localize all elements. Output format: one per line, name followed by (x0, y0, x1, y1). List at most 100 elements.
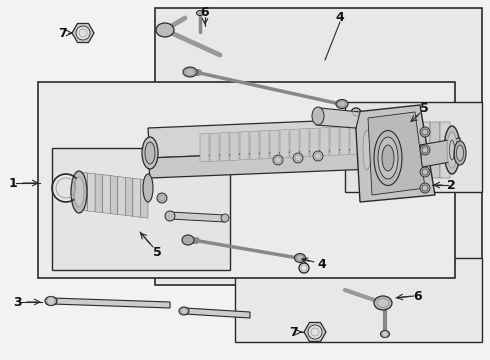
Polygon shape (304, 323, 326, 342)
Polygon shape (118, 176, 125, 215)
Polygon shape (320, 127, 329, 156)
Bar (52, 148, 230, 270)
Polygon shape (250, 131, 259, 159)
Ellipse shape (381, 330, 390, 338)
Polygon shape (409, 122, 419, 178)
Bar (235, 258, 482, 342)
Ellipse shape (182, 235, 194, 245)
Circle shape (157, 193, 167, 203)
Circle shape (273, 155, 283, 165)
Text: 7: 7 (289, 325, 297, 338)
Polygon shape (95, 174, 103, 213)
Polygon shape (330, 127, 339, 156)
Polygon shape (340, 126, 349, 155)
Polygon shape (399, 122, 409, 178)
Ellipse shape (145, 142, 155, 164)
Ellipse shape (457, 145, 464, 161)
Polygon shape (430, 122, 440, 178)
Polygon shape (200, 134, 209, 162)
Ellipse shape (447, 132, 457, 168)
Polygon shape (103, 175, 110, 214)
Polygon shape (290, 129, 299, 158)
Polygon shape (210, 133, 219, 162)
Text: 4: 4 (318, 258, 326, 271)
Ellipse shape (378, 137, 398, 179)
Circle shape (315, 153, 321, 159)
Polygon shape (141, 179, 148, 218)
Polygon shape (240, 131, 249, 160)
Ellipse shape (363, 130, 371, 170)
Text: 5: 5 (152, 246, 161, 258)
Circle shape (422, 169, 428, 175)
Ellipse shape (183, 67, 197, 77)
Polygon shape (368, 122, 378, 178)
Polygon shape (230, 132, 239, 161)
Polygon shape (88, 173, 95, 212)
Polygon shape (389, 122, 399, 178)
Ellipse shape (454, 141, 466, 165)
Polygon shape (378, 122, 389, 178)
Polygon shape (440, 122, 450, 178)
Polygon shape (52, 298, 170, 308)
Polygon shape (148, 118, 395, 158)
Circle shape (308, 325, 322, 339)
Polygon shape (420, 138, 462, 167)
Ellipse shape (336, 99, 348, 108)
Circle shape (420, 183, 430, 193)
Ellipse shape (143, 174, 153, 202)
Polygon shape (80, 172, 88, 211)
Ellipse shape (45, 297, 57, 306)
Ellipse shape (382, 145, 394, 171)
Circle shape (420, 127, 430, 137)
Polygon shape (72, 23, 94, 42)
Ellipse shape (186, 68, 195, 76)
Bar (345, 102, 482, 192)
Circle shape (382, 331, 388, 337)
Ellipse shape (294, 253, 305, 262)
Ellipse shape (221, 214, 229, 222)
Ellipse shape (374, 131, 402, 185)
Text: 3: 3 (13, 296, 21, 309)
Text: 6: 6 (414, 289, 422, 302)
Ellipse shape (444, 126, 460, 174)
Circle shape (293, 153, 303, 163)
Circle shape (76, 26, 90, 40)
Text: 2: 2 (446, 179, 455, 192)
Circle shape (275, 157, 281, 163)
Circle shape (420, 167, 430, 177)
Ellipse shape (165, 211, 175, 221)
Polygon shape (270, 130, 279, 158)
Polygon shape (368, 112, 425, 195)
Polygon shape (220, 132, 229, 161)
Ellipse shape (338, 101, 346, 107)
Polygon shape (310, 128, 319, 157)
Polygon shape (316, 108, 360, 128)
Polygon shape (110, 176, 118, 215)
Circle shape (422, 129, 428, 135)
Circle shape (420, 145, 430, 155)
Polygon shape (360, 126, 369, 154)
Polygon shape (419, 122, 430, 178)
Ellipse shape (360, 122, 374, 178)
Bar (155, 8, 482, 285)
Ellipse shape (377, 298, 389, 307)
Text: 6: 6 (201, 5, 209, 18)
Polygon shape (260, 131, 269, 159)
Ellipse shape (142, 137, 158, 169)
Ellipse shape (74, 177, 84, 207)
Polygon shape (300, 129, 309, 157)
Text: 1: 1 (9, 176, 17, 189)
Ellipse shape (179, 307, 189, 315)
Ellipse shape (156, 23, 174, 37)
Polygon shape (170, 212, 225, 222)
Circle shape (181, 308, 187, 314)
Polygon shape (133, 178, 141, 217)
Bar (38, 82, 455, 278)
Circle shape (47, 297, 55, 305)
Circle shape (422, 185, 428, 191)
Circle shape (295, 155, 301, 161)
Text: 4: 4 (336, 10, 344, 23)
Ellipse shape (296, 255, 303, 261)
Polygon shape (148, 148, 398, 178)
Ellipse shape (312, 107, 324, 125)
